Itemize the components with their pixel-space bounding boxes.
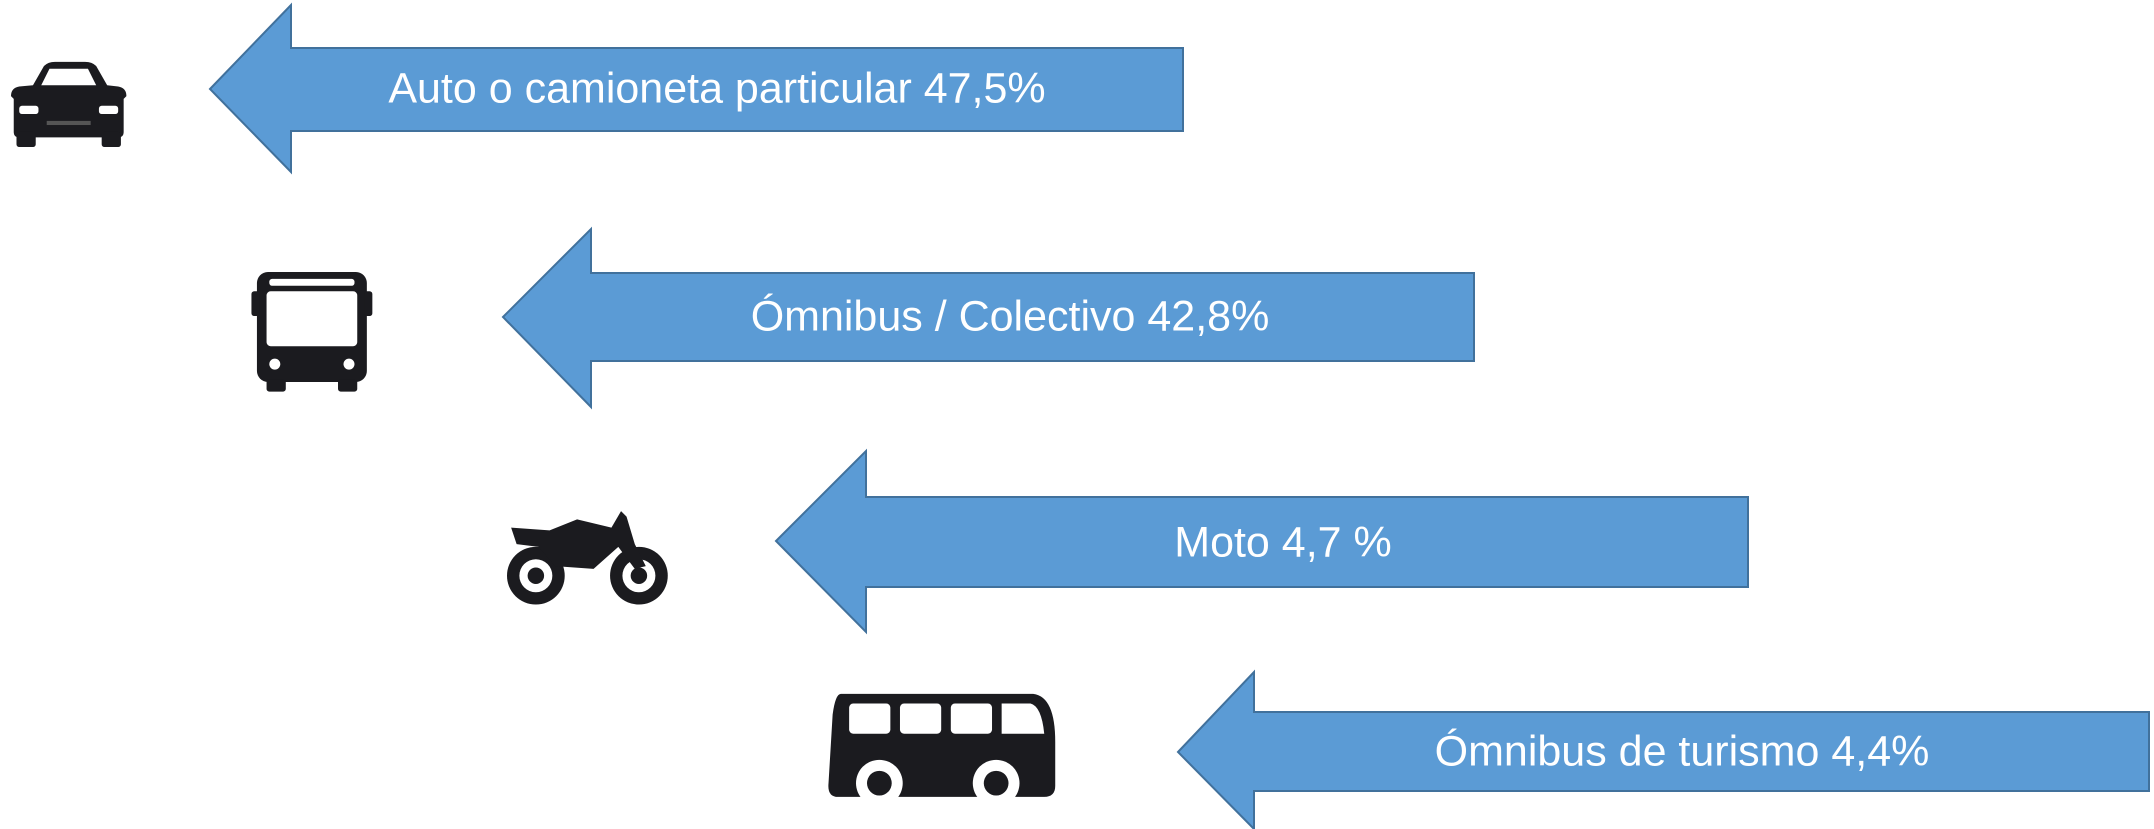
car-icon <box>10 61 127 148</box>
arrow-label: Ómnibus / Colectivo 42,8% <box>751 292 1270 340</box>
tour-bus-icon <box>828 693 1056 807</box>
arrow <box>1176 669 2150 829</box>
arrow-label: Moto 4,7 % <box>1174 518 1392 566</box>
arrow <box>501 226 1475 410</box>
motorcycle-icon <box>507 511 668 605</box>
arrow-label: Auto o camioneta particular 47,5% <box>388 64 1045 112</box>
bus-icon <box>251 272 373 392</box>
arrow-label: Ómnibus de turismo 4,4% <box>1435 727 1930 775</box>
arrow <box>208 2 1184 175</box>
arrow <box>774 448 1749 635</box>
